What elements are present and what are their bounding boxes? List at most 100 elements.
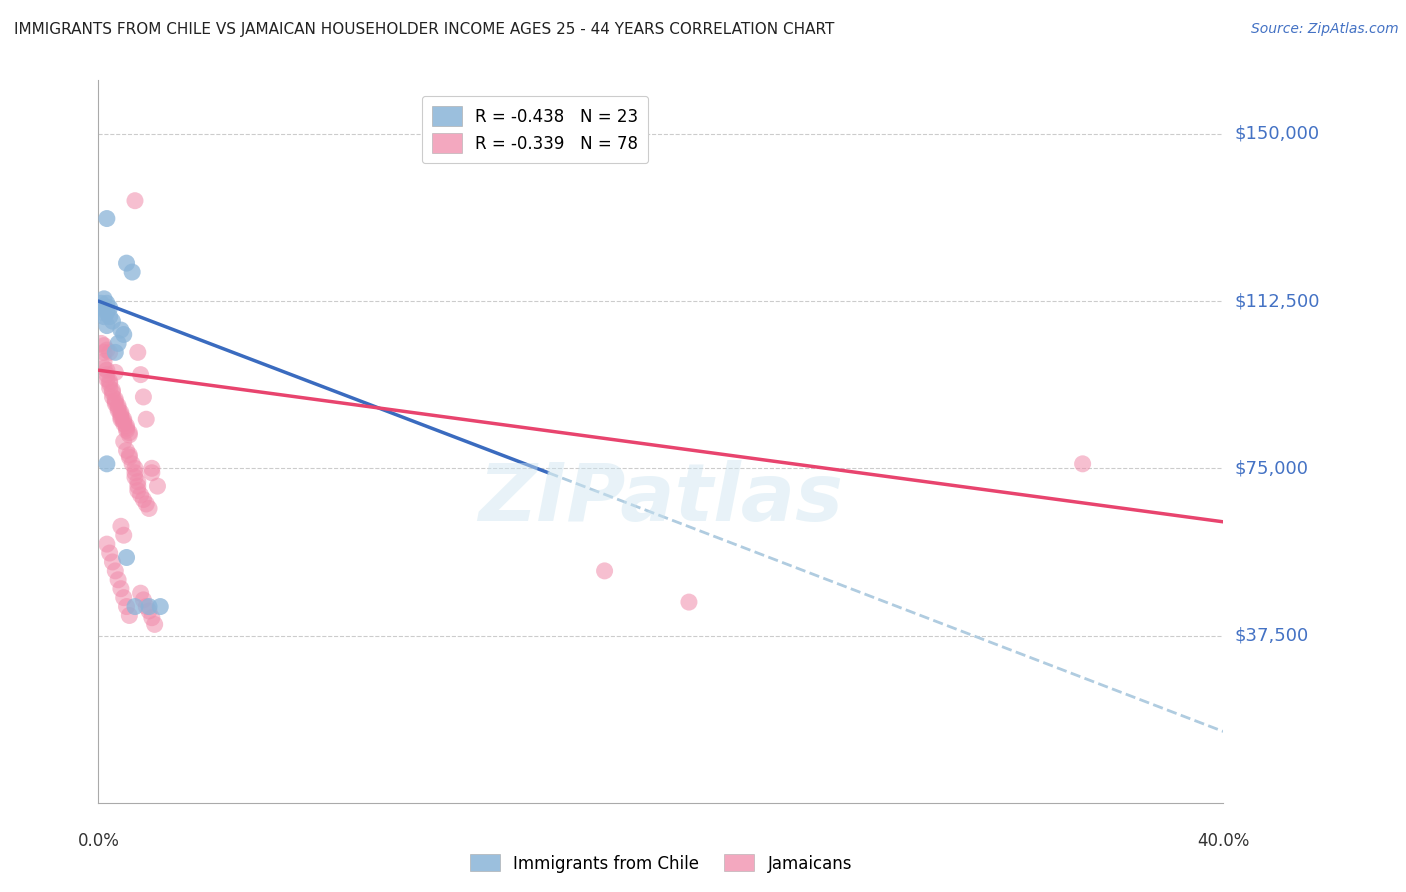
Point <box>98 381 121 395</box>
Point <box>107 573 129 587</box>
Point <box>107 403 129 417</box>
Point <box>96 296 118 310</box>
Point <box>678 595 700 609</box>
Point <box>96 372 118 386</box>
Point <box>124 466 146 480</box>
Text: Source: ZipAtlas.com: Source: ZipAtlas.com <box>1251 22 1399 37</box>
Point <box>129 586 152 600</box>
Point <box>98 546 121 560</box>
Point <box>104 345 127 359</box>
Text: $150,000: $150,000 <box>1234 125 1320 143</box>
Point <box>98 375 121 389</box>
Point <box>124 599 146 614</box>
Point <box>104 366 127 380</box>
Point <box>115 421 138 435</box>
Point <box>127 475 149 489</box>
Point <box>104 394 127 409</box>
Point <box>118 450 141 464</box>
Text: $112,500: $112,500 <box>1234 292 1320 310</box>
Point <box>101 314 124 328</box>
Point <box>90 296 112 310</box>
Point <box>98 301 121 315</box>
Point <box>98 310 121 324</box>
Point <box>98 376 121 391</box>
Point <box>96 343 118 358</box>
Point <box>96 457 118 471</box>
Point <box>96 363 118 377</box>
Point <box>101 555 124 569</box>
Point <box>93 338 115 352</box>
Point <box>132 390 155 404</box>
Text: IMMIGRANTS FROM CHILE VS JAMAICAN HOUSEHOLDER INCOME AGES 25 - 44 YEARS CORRELAT: IMMIGRANTS FROM CHILE VS JAMAICAN HOUSEH… <box>14 22 834 37</box>
Point <box>93 310 115 324</box>
Text: ZIPatlas: ZIPatlas <box>478 460 844 539</box>
Point <box>104 392 127 407</box>
Point <box>101 390 124 404</box>
Point <box>93 345 115 359</box>
Point <box>115 256 138 270</box>
Point <box>115 599 138 614</box>
Point <box>141 611 163 625</box>
Point <box>90 305 112 319</box>
Point <box>101 384 124 398</box>
Point <box>129 368 152 382</box>
Point <box>110 405 132 419</box>
Point <box>107 399 129 413</box>
Point <box>115 418 138 433</box>
Text: $37,500: $37,500 <box>1234 626 1309 645</box>
Point <box>96 318 118 333</box>
Point <box>93 292 115 306</box>
Text: $75,000: $75,000 <box>1234 459 1309 477</box>
Point <box>132 492 155 507</box>
Point <box>96 305 118 319</box>
Point <box>146 479 169 493</box>
Point <box>118 448 141 462</box>
Point <box>112 412 135 426</box>
Point <box>121 457 143 471</box>
Point <box>112 327 135 342</box>
Point <box>104 564 127 578</box>
Point <box>112 414 135 428</box>
Point <box>135 497 157 511</box>
Point <box>93 361 115 376</box>
Text: 0.0%: 0.0% <box>77 831 120 850</box>
Point <box>118 425 141 440</box>
Point <box>593 564 616 578</box>
Point <box>115 424 138 438</box>
Point <box>132 592 155 607</box>
Point <box>138 501 160 516</box>
Point <box>121 265 143 279</box>
Legend: R = -0.438   N = 23, R = -0.339   N = 78: R = -0.438 N = 23, R = -0.339 N = 78 <box>422 95 648 163</box>
Point <box>115 550 138 565</box>
Point <box>110 582 132 596</box>
Point <box>112 528 135 542</box>
Point <box>112 434 135 449</box>
Point <box>149 599 172 614</box>
Point <box>127 479 149 493</box>
Point <box>110 412 132 426</box>
Point <box>112 591 135 605</box>
Point <box>115 443 138 458</box>
Point <box>141 466 163 480</box>
Point <box>98 345 121 359</box>
Point <box>93 301 115 315</box>
Point <box>135 599 157 614</box>
Point <box>127 345 149 359</box>
Point <box>110 408 132 422</box>
Point <box>118 427 141 442</box>
Point <box>118 608 141 623</box>
Point <box>124 194 146 208</box>
Text: 40.0%: 40.0% <box>1197 831 1250 850</box>
Point <box>143 617 166 632</box>
Point <box>138 599 160 614</box>
Point <box>1071 457 1094 471</box>
Point <box>110 519 132 533</box>
Point <box>129 488 152 502</box>
Legend: Immigrants from Chile, Jamaicans: Immigrants from Chile, Jamaicans <box>463 847 859 880</box>
Point <box>93 354 115 368</box>
Point <box>124 461 146 475</box>
Point <box>138 604 160 618</box>
Point <box>127 483 149 498</box>
Point <box>141 461 163 475</box>
Point <box>110 410 132 425</box>
